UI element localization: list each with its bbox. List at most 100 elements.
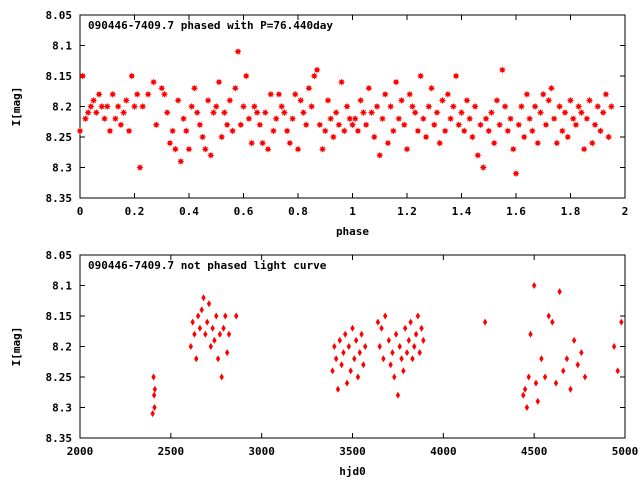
- data-point: [90, 96, 98, 104]
- data-point: [496, 121, 504, 129]
- x-tick-label: 1.8: [561, 205, 581, 218]
- data-point: [378, 115, 387, 123]
- data-point: [313, 66, 321, 74]
- data-point: [566, 96, 575, 104]
- data-point: [212, 336, 217, 344]
- data-point: [179, 115, 188, 123]
- x-tick-label: 3000: [248, 445, 275, 458]
- data-point: [327, 115, 335, 123]
- data-point: [615, 367, 620, 375]
- data-point: [558, 127, 566, 135]
- data-point: [417, 72, 425, 80]
- data-point: [199, 133, 207, 141]
- data-point: [487, 109, 496, 117]
- data-point: [594, 102, 602, 111]
- data-point: [339, 361, 344, 369]
- data-point: [291, 90, 299, 98]
- data-point: [209, 109, 218, 117]
- data-point: [297, 96, 305, 104]
- data-point: [463, 96, 471, 104]
- data-point: [194, 355, 199, 363]
- data-point: [149, 78, 158, 86]
- data-point: [572, 121, 580, 129]
- y-tick-label: 8.05: [46, 249, 73, 262]
- data-point: [504, 127, 512, 135]
- data-point: [151, 373, 156, 381]
- data-point: [152, 385, 158, 393]
- data-point: [517, 102, 526, 111]
- y-tick-label: 8.1: [52, 280, 72, 293]
- data-point: [585, 96, 594, 104]
- data-point: [583, 115, 591, 123]
- data-point: [160, 90, 169, 98]
- y-tick-label: 8.15: [46, 310, 73, 323]
- x-axis-label: phase: [336, 225, 369, 238]
- data-point: [351, 115, 359, 123]
- data-point: [410, 355, 415, 363]
- x-tick-label: 2500: [158, 445, 185, 458]
- data-point: [425, 102, 433, 111]
- data-point: [397, 96, 406, 104]
- data-point: [302, 121, 310, 129]
- data-point: [95, 90, 103, 98]
- data-point: [269, 127, 278, 135]
- data-point: [201, 294, 206, 302]
- data-point: [536, 109, 545, 117]
- data-point: [457, 109, 466, 117]
- data-point: [206, 300, 212, 308]
- data-point: [218, 133, 226, 141]
- data-point: [359, 330, 364, 338]
- data-point: [402, 324, 408, 332]
- data-point: [427, 84, 436, 92]
- data-point: [117, 121, 125, 129]
- data-point: [367, 109, 376, 117]
- data-point: [192, 330, 197, 338]
- data-point: [553, 139, 561, 147]
- data-point: [392, 373, 397, 381]
- data-point: [441, 127, 449, 135]
- data-point: [199, 306, 204, 314]
- x-tick-label: 1.4: [452, 205, 472, 218]
- data-point: [190, 318, 195, 326]
- data-point: [591, 121, 599, 129]
- chart-title: 090446-7409.7 not phased light curve: [88, 259, 327, 272]
- data-point: [365, 84, 373, 92]
- data-point: [344, 379, 350, 387]
- x-tick-label: 0.8: [288, 205, 308, 218]
- data-point: [455, 121, 463, 129]
- data-point: [171, 145, 179, 153]
- data-point: [215, 78, 223, 86]
- data-point: [417, 349, 422, 357]
- data-point: [400, 121, 408, 129]
- data-point: [346, 343, 352, 350]
- y-tick-label: 8.2: [52, 341, 72, 354]
- data-point: [575, 361, 580, 369]
- data-point: [210, 324, 215, 332]
- x-axis-label: hjd0: [339, 465, 366, 478]
- data-point: [335, 385, 341, 393]
- data-point: [580, 145, 588, 153]
- data-point: [177, 157, 185, 165]
- data-point: [387, 102, 395, 111]
- data-point: [197, 324, 203, 332]
- y-axis-label: I[mag]: [10, 87, 23, 127]
- x-tick-label: 3500: [339, 445, 366, 458]
- data-point: [100, 115, 109, 123]
- data-point: [444, 90, 452, 98]
- data-point: [151, 391, 157, 399]
- data-point: [350, 324, 355, 332]
- data-point: [283, 127, 291, 135]
- data-point: [330, 367, 335, 375]
- data-point: [92, 109, 100, 117]
- data-point: [185, 145, 193, 153]
- data-point: [150, 410, 155, 418]
- data-point: [308, 102, 316, 111]
- data-point: [219, 373, 224, 381]
- data-point: [226, 330, 232, 338]
- data-point: [596, 127, 605, 135]
- data-point: [557, 288, 562, 296]
- data-point: [286, 139, 294, 147]
- data-point: [528, 330, 533, 338]
- data-point: [389, 127, 397, 135]
- data-point: [272, 115, 280, 123]
